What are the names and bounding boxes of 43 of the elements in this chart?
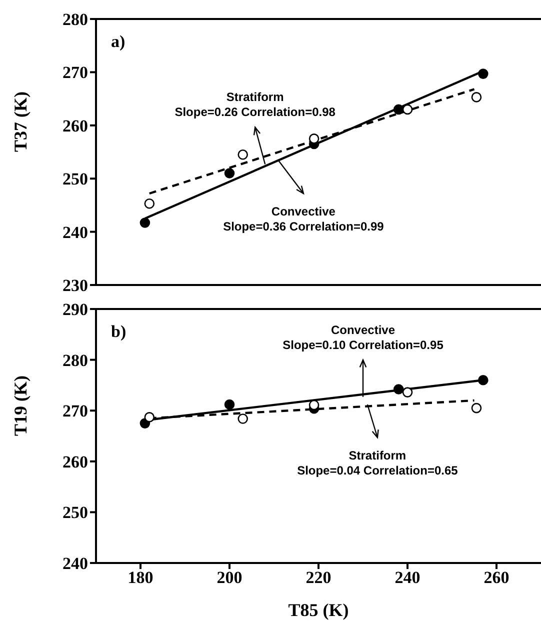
point <box>224 168 235 178</box>
y-tick-label: 270 <box>62 63 88 82</box>
point <box>393 384 404 394</box>
point <box>140 218 150 228</box>
y-tick-label: 260 <box>62 452 88 472</box>
point <box>144 198 155 209</box>
y-tick-label: 240 <box>62 222 88 242</box>
y-tick-label: 240 <box>62 554 88 574</box>
y-axis-title: T19 (K) <box>10 376 30 436</box>
y-tick-label: 260 <box>62 116 88 136</box>
point <box>238 150 248 160</box>
x-tick-label: 260 <box>484 568 510 588</box>
y-tick-label: 250 <box>62 503 88 522</box>
x-tick-label: 240 <box>394 568 420 588</box>
x-tick-label: 200 <box>216 568 242 588</box>
point <box>402 387 413 398</box>
annotation: Convective Slope=0.36 Correlation=0.99 <box>223 204 384 234</box>
point <box>478 374 488 386</box>
point <box>144 412 155 422</box>
point <box>308 400 320 410</box>
annotation: Stratiform Slope=0.26 Correlation=0.98 <box>174 90 336 120</box>
y-tick-label: 280 <box>62 10 88 30</box>
annotation: Stratiform Slope=0.04 Correlation=0.65 <box>297 448 458 478</box>
y-tick-label: 270 <box>62 402 88 421</box>
annotation: a) <box>111 32 126 51</box>
y-axis-title: T37 (K) <box>10 92 30 152</box>
point <box>238 414 248 424</box>
y-tick-label: 280 <box>62 350 88 370</box>
y-tick-label: 290 <box>62 300 88 320</box>
x-axis-title: T85 (K) <box>288 600 349 620</box>
x-tick-label: 220 <box>306 568 332 588</box>
point <box>393 104 404 115</box>
point <box>478 68 488 79</box>
point <box>471 92 482 102</box>
annotation: Convective Slope=0.10 Correlation=0.95 <box>282 322 444 352</box>
y-tick-label: 230 <box>62 276 88 296</box>
point <box>402 104 413 115</box>
point <box>308 134 320 144</box>
annotation: b) <box>111 322 126 341</box>
y-tick-label: 250 <box>62 170 88 189</box>
point <box>471 402 482 414</box>
x-tick-label: 180 <box>128 568 154 588</box>
point <box>224 399 235 410</box>
